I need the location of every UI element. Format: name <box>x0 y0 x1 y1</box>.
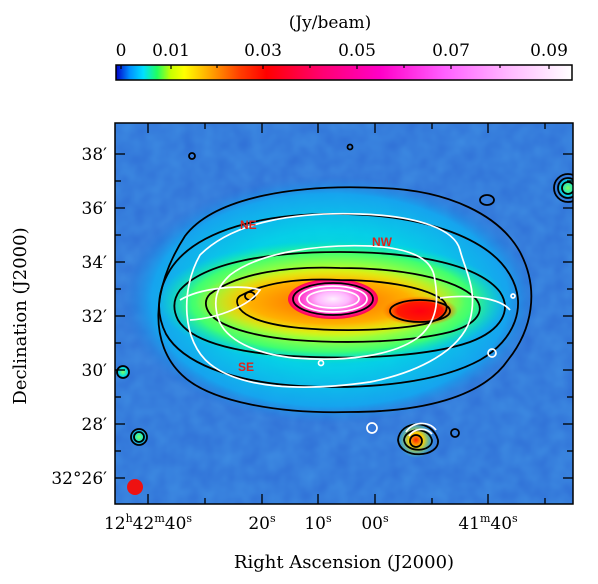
colorbar-tick: 0.09 <box>530 41 568 61</box>
region-label-ne: NE <box>240 218 257 232</box>
y-tick-label: 34′ <box>82 253 108 273</box>
plot-frame <box>114 122 574 505</box>
background-source <box>130 428 148 446</box>
colorbar-ticks: 0 0.01 0.03 0.05 0.07 0.09 <box>116 41 568 61</box>
region-label-se: SE <box>238 360 254 374</box>
x-tick-labels: 12h42m40s 20s 10s 00s 41m40s <box>104 512 518 534</box>
x-tick-label: 10s <box>304 512 332 534</box>
y-tick-label: 32°26′ <box>51 469 107 489</box>
colorbar-tick: 0 <box>116 41 127 61</box>
y-tick-labels: 38′ 36′ 34′ 32′ 30′ 28′ 32°26′ <box>51 145 107 489</box>
x-axis-label: Right Ascension (J2000) <box>234 552 454 573</box>
colorbar-tick: 0.07 <box>432 41 470 61</box>
colorbar-tick: 0.05 <box>338 41 376 61</box>
colorbar-tick: 0.03 <box>244 41 282 61</box>
y-tick-label: 30′ <box>82 361 108 381</box>
colorbar-tickmarks <box>120 65 550 69</box>
y-tick-label: 28′ <box>82 415 108 435</box>
colorbar-tick: 0.01 <box>152 41 190 61</box>
background-source <box>556 176 573 200</box>
background-source <box>116 365 130 379</box>
x-tick-label: 00s <box>361 512 389 534</box>
y-tick-label: 32′ <box>82 307 108 327</box>
beam-ellipse <box>127 479 143 495</box>
colorbar: (Jy/beam) 0 0.01 0.03 0.05 0.07 0.09 <box>115 13 573 81</box>
y-tick-label: 36′ <box>82 199 108 219</box>
x-tick-label: 12h42m40s <box>104 512 192 534</box>
colorbar-gradient <box>115 64 573 81</box>
axis-ticks <box>115 123 573 504</box>
contours-black <box>116 143 573 456</box>
colorbar-unit: (Jy/beam) <box>289 13 372 33</box>
x-tick-label: 41m40s <box>458 512 518 534</box>
y-axis-label: Declination (J2000) <box>10 227 31 404</box>
radio-continuum-map: NE NW SE <box>114 122 574 505</box>
contours-white <box>179 212 516 437</box>
galaxy-nucleus <box>288 279 378 319</box>
x-tick-label: 20s <box>248 512 276 534</box>
y-tick-label: 38′ <box>82 145 108 165</box>
region-label-nw: NW <box>372 235 393 249</box>
